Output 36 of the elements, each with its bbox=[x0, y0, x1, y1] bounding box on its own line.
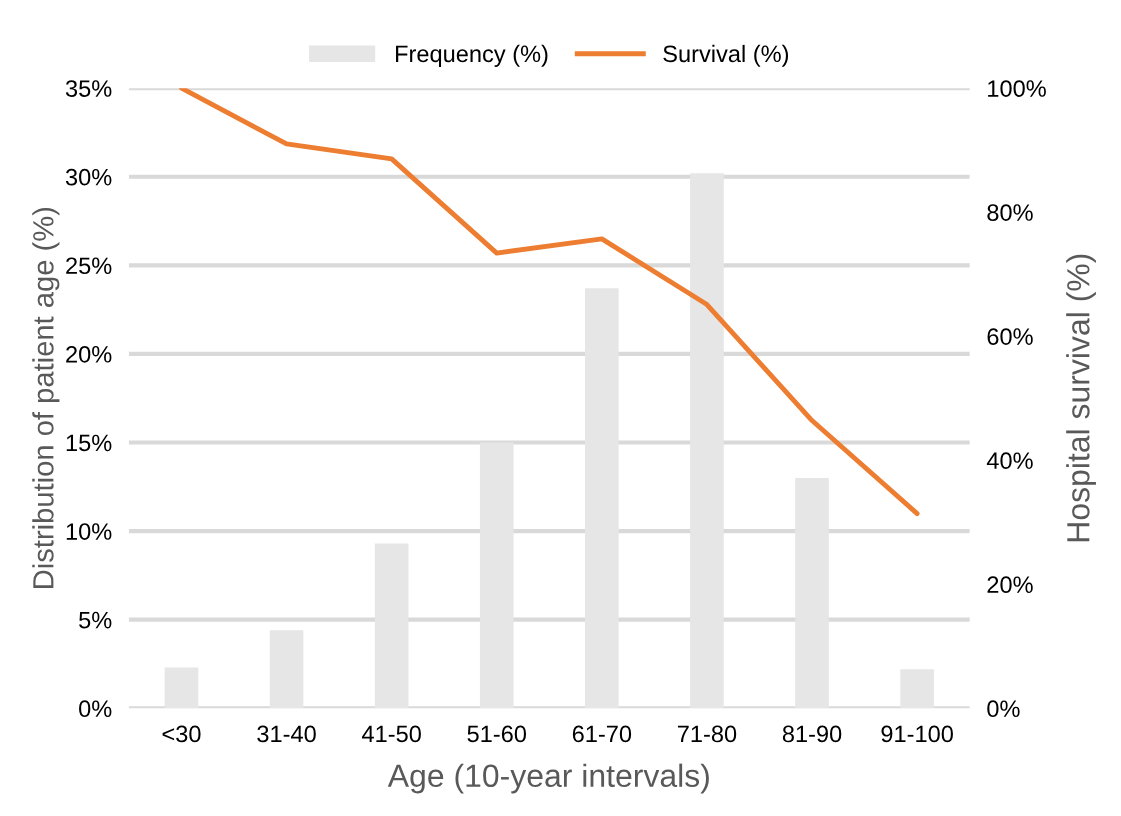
bar bbox=[164, 667, 199, 709]
y2-axis-title: Hospital survival (%) bbox=[1066, 254, 1096, 542]
bar bbox=[795, 477, 829, 709]
y-tick-label: 15% bbox=[66, 434, 112, 452]
x-tick-label: 31-40 bbox=[257, 725, 316, 743]
y2-tick-label: 0% bbox=[987, 700, 1020, 718]
y-axis-title: Distribution of patient age (%) bbox=[32, 207, 60, 588]
bar bbox=[690, 173, 724, 709]
bar bbox=[900, 669, 934, 709]
legend-label: Frequency (%) bbox=[396, 44, 548, 67]
x-tick-label: 41-50 bbox=[362, 725, 421, 743]
y-tick-label: 35% bbox=[65, 80, 112, 97]
x-tick-label: 91-100 bbox=[881, 725, 953, 743]
bar bbox=[479, 442, 514, 709]
x-tick-label: 81-90 bbox=[782, 725, 842, 743]
y2-tick-label: 80% bbox=[987, 204, 1033, 221]
x-tick-label: 51-60 bbox=[467, 725, 527, 743]
y-tick-label: 20% bbox=[66, 345, 112, 363]
y-tick-label: 25% bbox=[66, 257, 112, 275]
bar bbox=[585, 288, 619, 709]
y2-tick-label: 60% bbox=[987, 328, 1033, 345]
bar bbox=[269, 630, 304, 709]
y2-tick-label: 20% bbox=[987, 576, 1033, 594]
x-tick-label: 71-80 bbox=[677, 725, 737, 743]
bar bbox=[374, 543, 409, 709]
x-tick-label: <30 bbox=[162, 725, 201, 743]
y-tick-label: 10% bbox=[66, 523, 112, 540]
legend-label: Survival (%) bbox=[663, 44, 789, 67]
y-tick-label: 30% bbox=[65, 168, 112, 186]
y-tick-label: 0% bbox=[79, 700, 112, 718]
y2-tick-label: 40% bbox=[986, 452, 1033, 470]
y-tick-label: 5% bbox=[79, 611, 112, 629]
x-axis-title: Age (10-year intervals) bbox=[387, 763, 709, 794]
x-tick-label: 61-70 bbox=[572, 725, 632, 743]
y2-tick-label: 100% bbox=[988, 80, 1046, 97]
line-series bbox=[179, 88, 920, 516]
